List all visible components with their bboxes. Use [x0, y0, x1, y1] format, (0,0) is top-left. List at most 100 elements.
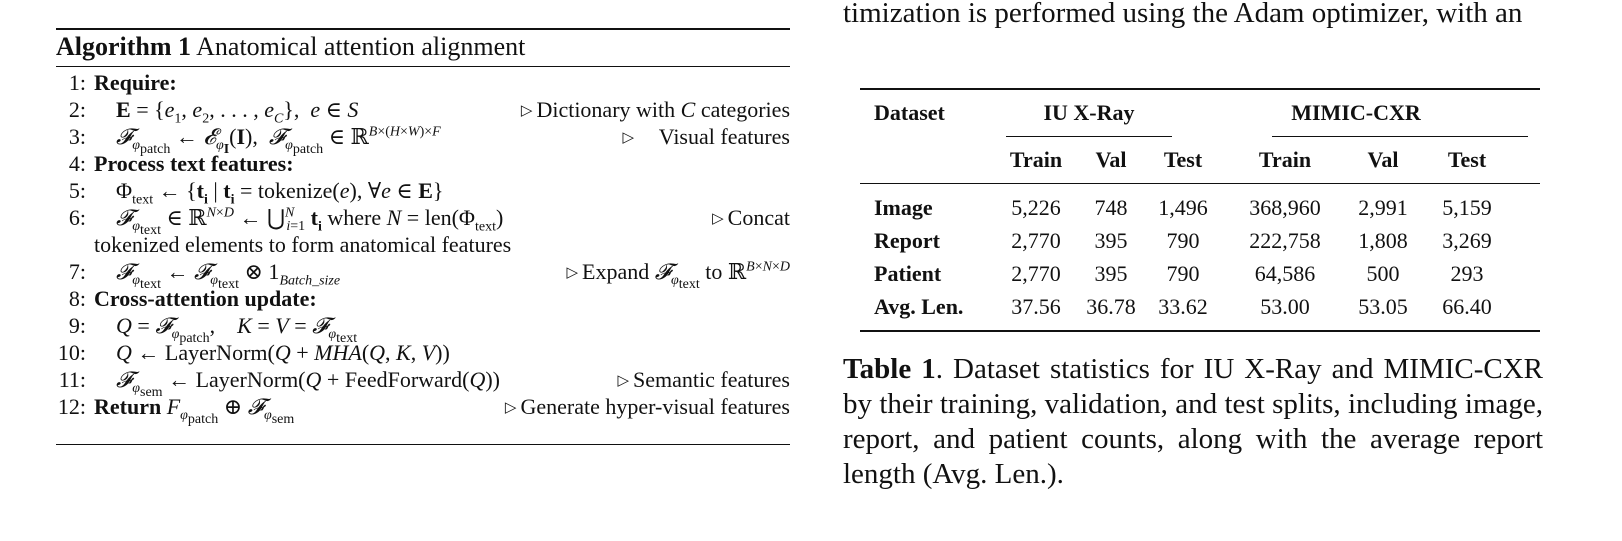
table-subheader: Test	[1163, 147, 1203, 172]
line-math: Φtext ← {ti | ti = tokenize(e), ∀e ∈ E}	[116, 178, 444, 208]
line-text: tokenized elements to form anatomical fe…	[94, 232, 512, 257]
table-cell: 1,496	[1158, 195, 1208, 220]
table-cell: 222,758	[1249, 228, 1321, 253]
table-subheader: Train	[1009, 147, 1063, 172]
line-number: 4:	[68, 151, 86, 176]
algorithm-line: 9: Q = 𝓕φpatch, K = V = 𝓕φtext	[56, 313, 790, 347]
algorithm-line: 6: 𝓕φtext ∈ ℝN×D ← ⋃Ni=1 ti where N = le…	[56, 205, 790, 239]
table-cell: 368,960	[1249, 195, 1321, 220]
table-header-dataset: Dataset	[874, 100, 945, 125]
algorithm-line: 7: 𝓕φtext ← 𝓕φtext ⊗ 1Batch_size ▷ Expand…	[56, 259, 791, 293]
table-cell: 395	[1094, 228, 1128, 253]
comment-text: Concat	[727, 205, 790, 230]
table-cell: 37.56	[1011, 294, 1061, 319]
algorithm-line: 3: 𝓕φpatch ← 𝓔φI(I), 𝓕φpatch ∈ ℝB×(H×W)×…	[56, 124, 790, 158]
table-cell: 2,770	[1011, 228, 1061, 253]
row-label: Image	[874, 195, 933, 220]
line-math: 𝓕φsem ← LayerNorm(Q + FeedForward(Q))	[116, 367, 500, 401]
table-cell: 1,808	[1358, 228, 1408, 253]
line-number: 12:	[57, 394, 86, 419]
line-comment: ▷ Generate hyper-visual features	[505, 394, 790, 420]
algorithm-title-text: Anatomical attention alignment	[196, 32, 526, 61]
line-comment: Visual features	[658, 124, 790, 149]
table-cell: 2,991	[1358, 195, 1408, 220]
line-number: 7:	[68, 259, 86, 284]
table-cell: 64,586	[1254, 261, 1316, 286]
table-top-rule	[860, 88, 1540, 90]
algorithm-bottom-rule	[56, 444, 790, 445]
row-label: Patient	[874, 261, 942, 286]
algorithm-line: 8: Cross-attention update:	[56, 286, 790, 314]
table-cell: 395	[1094, 261, 1128, 286]
comment-triangle-icon: ▷	[622, 130, 634, 146]
body-text-line: timization is performed using the Adam o…	[843, 0, 1523, 29]
comment-triangle-icon: ▷	[504, 400, 517, 416]
table-cell: 66.40	[1442, 294, 1492, 319]
line-number: 5:	[68, 178, 86, 203]
line-number: 1:	[68, 70, 86, 95]
row-label: Report	[874, 228, 940, 253]
line-text: Require:	[94, 70, 177, 95]
table-cell: 790	[1166, 261, 1200, 286]
algorithm-title-label: Algorithm 1	[56, 32, 192, 61]
table-group-header: IU X-Ray	[1043, 100, 1135, 125]
table-cell: 2,770	[1011, 261, 1061, 286]
line-math: Q ← LayerNorm(Q + MHA(Q, K, V))	[116, 340, 450, 365]
line-comment: ▷ Expand 𝓕φtext to ℝB×N×D	[566, 259, 791, 293]
algorithm-line: 10: Q ← LayerNorm(Q + MHA(Q, K, V))	[56, 340, 790, 368]
comment-triangle-icon: ▷	[520, 103, 533, 119]
comment-triangle-icon: ▷	[617, 373, 629, 389]
table-group-rule	[1272, 136, 1528, 137]
comment-text: Generate hyper-visual features	[520, 394, 790, 419]
algorithm-line-continuation: tokenized elements to form anatomical fe…	[56, 232, 790, 260]
caption-label: Table 1	[843, 353, 936, 385]
line-number: 8:	[68, 286, 86, 311]
table-cell: 5,159	[1442, 195, 1492, 220]
algorithm-line: 5: Φtext ← {ti | ti = tokenize(e), ∀e ∈ …	[56, 178, 790, 208]
algorithm-top-rule	[56, 28, 790, 30]
table-subheader: Test	[1447, 147, 1487, 172]
table-cell: 53.00	[1260, 294, 1310, 319]
line-math: Q = 𝓕φpatch, K = V = 𝓕φtext	[116, 313, 358, 347]
row-label: Avg. Len.	[874, 294, 964, 319]
table-cell: 36.78	[1086, 294, 1136, 319]
table-cell: 53.05	[1358, 294, 1408, 319]
line-math: 𝓕φtext ← 𝓕φtext ⊗ 1Batch_size	[116, 259, 341, 293]
comment-triangle-icon: ▷	[712, 211, 724, 227]
line-number: 6:	[68, 205, 86, 230]
line-number: 11:	[58, 367, 86, 392]
line-math: 𝓕φtext ∈ ℝN×D ← ⋃Ni=1 ti where N = len(Φ…	[116, 205, 504, 239]
table-group-header: MIMIC-CXR	[1291, 100, 1421, 125]
line-text: Cross-attention update:	[94, 286, 317, 311]
line-math: Return Fφpatch ⊕ 𝓕φsem	[94, 394, 295, 428]
table-cell: 500	[1366, 261, 1400, 286]
table-cell: 3,269	[1442, 228, 1492, 253]
line-comment: ▷ Semantic features	[617, 367, 790, 393]
table-cell: 5,226	[1011, 195, 1061, 220]
algorithm-title: Algorithm 1 Anatomical attention alignme…	[56, 32, 525, 62]
algorithm-line: 2: E = {e1, e2, . . . , eC}, e ∈ S ▷ Dict…	[56, 97, 790, 127]
table-header-rule	[860, 183, 1540, 184]
line-number: 9:	[68, 313, 86, 338]
table-bottom-rule	[860, 330, 1540, 332]
line-number: 3:	[68, 124, 86, 149]
algorithm-line: 4: Process text features:	[56, 151, 790, 179]
algorithm-line: 11: 𝓕φsem ← LayerNorm(Q + FeedForward(Q)…	[56, 367, 790, 401]
algorithm-line: 1: Require:	[56, 70, 790, 98]
line-comment: ▷ Concat	[712, 205, 790, 231]
line-number: 2:	[68, 97, 86, 122]
table-cell: 748	[1094, 195, 1128, 220]
table-cell: 790	[1166, 228, 1200, 253]
line-math: 𝓕φpatch ← 𝓔φI(I), 𝓕φpatch ∈ ℝB×(H×W)×F	[116, 124, 441, 158]
algorithm-title-rule	[56, 66, 790, 67]
line-math: E = {e1, e2, . . . , eC}, e ∈ S	[116, 97, 359, 127]
comment-triangle-icon: ▷	[566, 265, 579, 281]
table-subheader: Train	[1258, 147, 1312, 172]
algorithm-line: 12: Return Fφpatch ⊕ 𝓕φsem ▷ Generate hyp…	[56, 394, 790, 428]
table-group-rule	[1006, 136, 1172, 137]
caption-text: . Dataset statistics for IU X-Ray and MI…	[843, 353, 1543, 490]
line-number: 10:	[57, 340, 86, 365]
line-text: Process text features:	[94, 151, 294, 176]
table-cell: 293	[1450, 261, 1484, 286]
table-cell: 33.62	[1158, 294, 1208, 319]
